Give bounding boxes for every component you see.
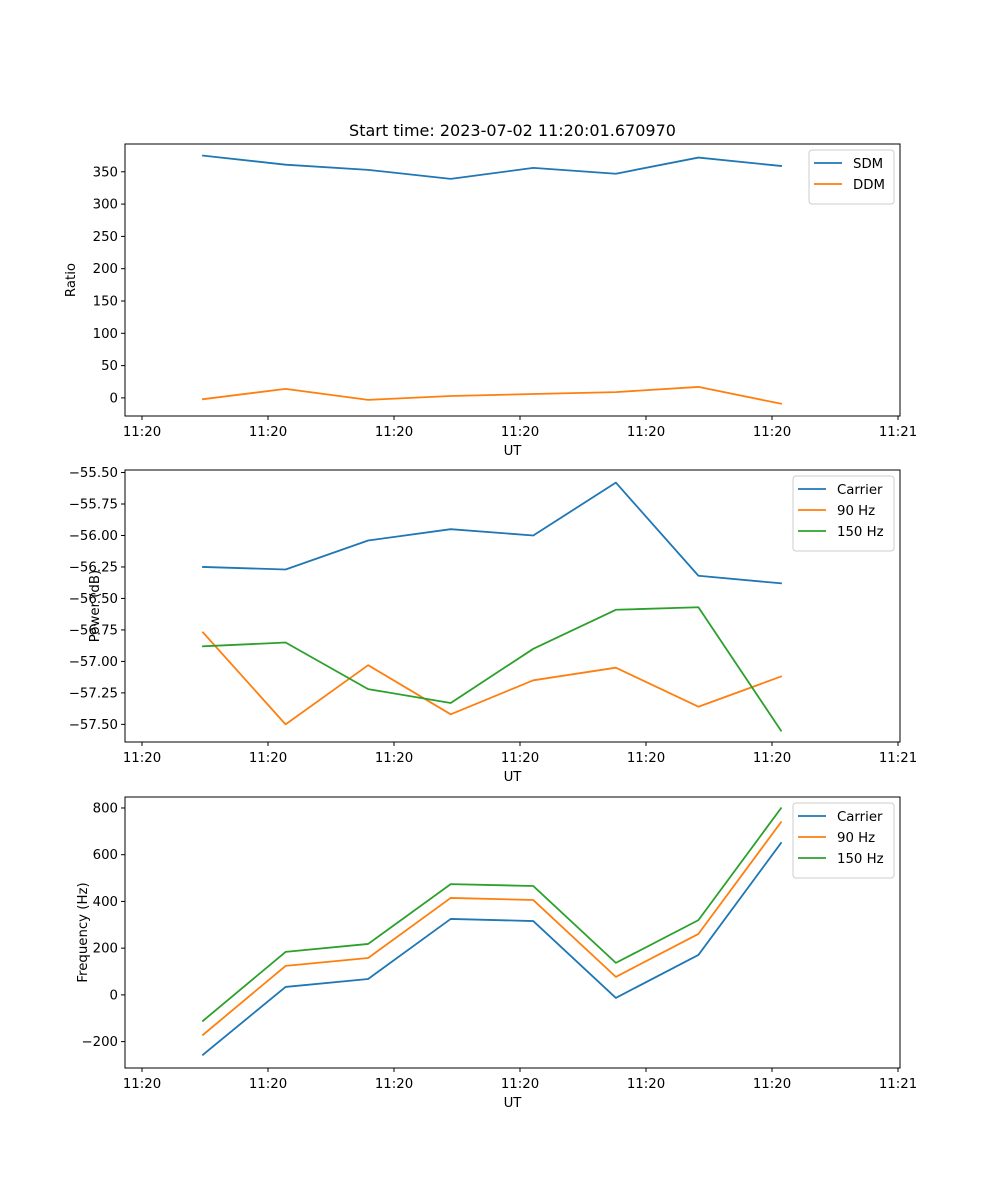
- x-tick-label: 11:20: [123, 1077, 161, 1092]
- y-tick-label: 800: [93, 801, 118, 816]
- axes-frame: [124, 469, 901, 743]
- x-tick-label: 11:20: [627, 425, 665, 440]
- x-axis-label: UT: [504, 1096, 523, 1111]
- legend: Carrier 90 Hz 150 Hz: [792, 475, 895, 552]
- series-line-carrier: [202, 481, 782, 585]
- y-tick-label: 150: [93, 294, 118, 309]
- y-tick-label: 100: [93, 327, 118, 342]
- figure-title: Start time: 2023-07-02 11:20:01.670970: [349, 121, 676, 140]
- x-tick-label: 11:20: [753, 1077, 791, 1092]
- x-tick-label: 11:21: [879, 1077, 917, 1092]
- legend-label: 150 Hz: [837, 525, 884, 540]
- y-tick-label: −56.25: [69, 560, 118, 575]
- y-tick-label: 400: [93, 895, 118, 910]
- y-axis-label: Power (dB): [88, 570, 103, 642]
- legend: Carrier 90 Hz 150 Hz: [792, 802, 895, 879]
- series-line-150-hz: [201, 806, 783, 1023]
- legend-label: 90 Hz: [837, 831, 875, 846]
- x-tick-label: 11:20: [501, 425, 539, 440]
- series-line-90-hz: [201, 631, 783, 726]
- y-tick-label: 0: [110, 988, 118, 1003]
- legend-label: 90 Hz: [837, 504, 875, 519]
- x-tick-label: 11:20: [753, 425, 791, 440]
- x-axis-label: UT: [504, 444, 523, 459]
- chart-panel-3: −200 0 200 400 600 800 11:20 11:20 11:20 11:20 11:…: [76, 796, 917, 1111]
- x-tick-label: 11:21: [879, 425, 917, 440]
- y-tick-label: 200: [93, 262, 118, 277]
- legend-box: [792, 475, 895, 552]
- x-tick-label: 11:20: [123, 425, 161, 440]
- y-tick-label: 300: [93, 198, 118, 213]
- x-tick-label: 11:20: [249, 425, 287, 440]
- y-tick-label: −57.25: [69, 686, 118, 701]
- series-line-150-hz: [202, 606, 783, 732]
- x-axis-label: UT: [504, 770, 523, 785]
- chart-panel-2: −57.50 −57.25 −57.00 −56.75 −56.50 −56.25 −56.…: [69, 466, 917, 785]
- y-tick-label: 50: [101, 359, 118, 374]
- legend-label: SDM: [853, 157, 883, 172]
- y-tick-label: 0: [110, 391, 118, 406]
- x-tick-label: 11:20: [249, 751, 287, 766]
- x-tick-label: 11:21: [879, 751, 917, 766]
- x-tick-label: 11:20: [123, 751, 161, 766]
- axes-frame: [124, 143, 901, 417]
- legend: SDM DDM: [808, 149, 895, 205]
- legend-label: Carrier: [837, 483, 883, 498]
- x-tick-label: 11:20: [753, 751, 791, 766]
- x-tick-label: 11:20: [501, 751, 539, 766]
- y-tick-label: −56.00: [69, 529, 118, 544]
- legend-label: DDM: [853, 178, 885, 193]
- x-tick-label: 11:20: [375, 1077, 413, 1092]
- x-tick-label: 11:20: [375, 425, 413, 440]
- y-tick-label: −56.50: [69, 592, 118, 607]
- legend-label: 150 Hz: [837, 852, 884, 867]
- y-axis-label: Frequency (Hz): [76, 882, 91, 982]
- y-tick-label: −57.00: [69, 655, 118, 670]
- series-line-carrier: [201, 841, 783, 1056]
- x-tick-label: 11:20: [249, 1077, 287, 1092]
- y-tick-label: −56.75: [69, 623, 118, 638]
- y-tick-label: 350: [93, 165, 118, 180]
- y-tick-label: 600: [93, 848, 118, 863]
- x-tick-label: 11:20: [375, 751, 413, 766]
- y-tick-label: −55.50: [69, 466, 118, 481]
- chart-panel-1: 0 50 100 150 200 250 300 350 11:20 11:20 11:20 11:2…: [64, 143, 917, 459]
- series-line-90-hz: [201, 820, 783, 1037]
- x-tick-label: 11:20: [501, 1077, 539, 1092]
- y-tick-label: −57.50: [69, 718, 118, 733]
- series-line-ddm: [201, 386, 783, 405]
- legend-box: [792, 802, 895, 879]
- y-axis-label: Ratio: [64, 263, 79, 297]
- axes-frame: [124, 796, 901, 1069]
- x-tick-label: 11:20: [627, 751, 665, 766]
- y-tick-label: −200: [81, 1035, 118, 1050]
- legend-label: Carrier: [837, 810, 883, 825]
- x-tick-label: 11:20: [627, 1077, 665, 1092]
- y-tick-label: 200: [93, 942, 118, 957]
- y-tick-label: −55.75: [69, 498, 118, 513]
- series-line-sdm: [202, 154, 782, 180]
- y-tick-label: 250: [93, 230, 118, 245]
